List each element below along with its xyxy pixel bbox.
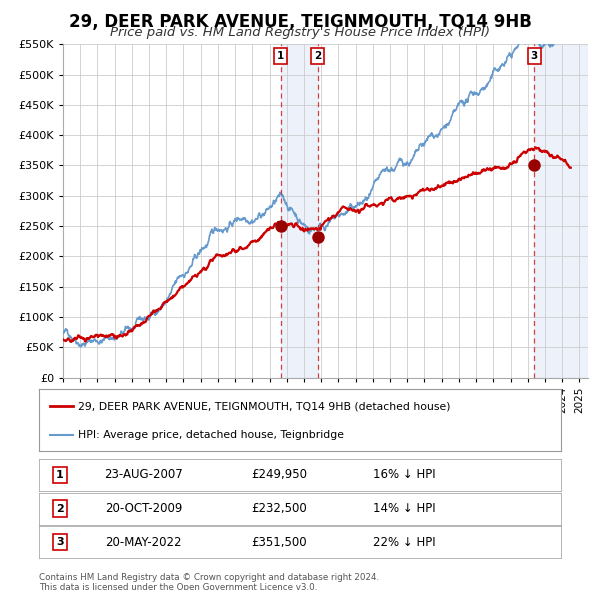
Text: 1: 1 (277, 51, 284, 61)
Text: 29, DEER PARK AVENUE, TEIGNMOUTH, TQ14 9HB (detached house): 29, DEER PARK AVENUE, TEIGNMOUTH, TQ14 9… (78, 401, 451, 411)
Text: £249,950: £249,950 (251, 468, 307, 481)
Text: 23-AUG-2007: 23-AUG-2007 (104, 468, 183, 481)
Text: 20-MAY-2022: 20-MAY-2022 (105, 536, 182, 549)
Text: HPI: Average price, detached house, Teignbridge: HPI: Average price, detached house, Teig… (78, 430, 344, 440)
Text: 16% ↓ HPI: 16% ↓ HPI (373, 468, 436, 481)
Text: 3: 3 (530, 51, 538, 61)
Text: Price paid vs. HM Land Registry's House Price Index (HPI): Price paid vs. HM Land Registry's House … (110, 26, 490, 39)
Text: £351,500: £351,500 (251, 536, 307, 549)
Text: 14% ↓ HPI: 14% ↓ HPI (373, 502, 436, 515)
Text: Contains HM Land Registry data © Crown copyright and database right 2024.: Contains HM Land Registry data © Crown c… (39, 573, 379, 582)
Text: 2: 2 (314, 51, 322, 61)
Text: 20-OCT-2009: 20-OCT-2009 (105, 502, 182, 515)
Text: 1: 1 (56, 470, 64, 480)
Bar (281, 44, 318, 378)
Text: 2: 2 (56, 504, 64, 513)
Text: 22% ↓ HPI: 22% ↓ HPI (373, 536, 436, 549)
Text: 29, DEER PARK AVENUE, TEIGNMOUTH, TQ14 9HB: 29, DEER PARK AVENUE, TEIGNMOUTH, TQ14 9… (68, 13, 532, 31)
Text: £232,500: £232,500 (251, 502, 307, 515)
Bar (534, 44, 588, 378)
Text: 3: 3 (56, 537, 64, 547)
Text: This data is licensed under the Open Government Licence v3.0.: This data is licensed under the Open Gov… (39, 583, 317, 590)
